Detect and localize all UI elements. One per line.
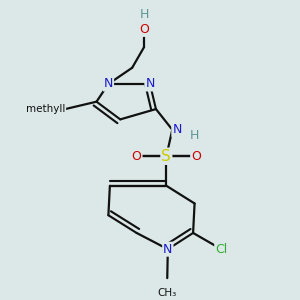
Text: O: O [191,150,201,163]
Text: H: H [140,8,149,21]
Text: N: N [145,77,155,91]
Text: N: N [104,77,113,91]
Text: O: O [132,150,142,163]
Text: H: H [190,129,199,142]
Text: methyl: methyl [26,104,62,114]
Text: N: N [163,243,172,256]
Text: N: N [172,123,182,136]
Text: CH₃: CH₃ [158,288,177,298]
Text: methyl: methyl [29,104,65,114]
Text: O: O [139,23,149,36]
Text: Cl: Cl [215,243,227,256]
Text: S: S [161,149,171,164]
